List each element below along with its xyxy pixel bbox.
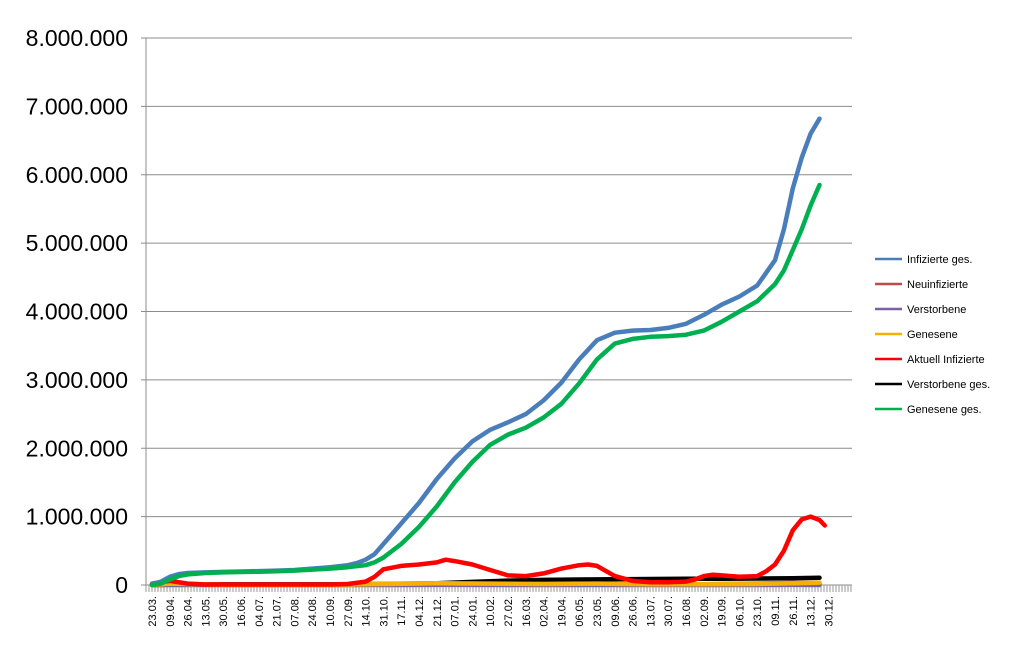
- x-tick-label: 13.07.: [645, 596, 657, 627]
- y-tick-label: 7.000.000: [26, 93, 128, 119]
- legend-label: Genesene: [907, 329, 958, 341]
- series-line-aktuell-infizierte: [149, 514, 828, 587]
- x-tick-label: 04.12.: [414, 596, 426, 627]
- x-tick-label: 21.12.: [432, 596, 444, 627]
- x-tick-label: 04.07.: [254, 596, 266, 627]
- x-tick-label: 30.05.: [218, 596, 230, 627]
- x-tick-label: 26.06.: [628, 596, 640, 627]
- x-tick-label: 26.04.: [183, 596, 195, 627]
- series-lines: [149, 116, 828, 588]
- x-tick-label: 19.04.: [556, 596, 568, 627]
- legend-item: Aktuell Infizierte: [875, 354, 985, 366]
- x-tick-label: 19.09.: [717, 596, 729, 627]
- x-tick-label: 23.05.: [592, 596, 604, 627]
- x-tick-label: 13.12.: [806, 596, 818, 627]
- x-tick-label: 10.02.: [485, 596, 497, 627]
- x-tick-label: 30.12.: [823, 596, 835, 627]
- x-axis-tick-labels: 23.03. 09.04. 26.04. 13.05. 30.05. 16.06. 04.0…: [147, 596, 835, 627]
- gridlines: [146, 37, 852, 518]
- legend-label: Aktuell Infizierte: [907, 354, 985, 366]
- legend-label: Neuinfizierte: [907, 279, 968, 291]
- x-tick-label: 02.09.: [699, 596, 711, 627]
- axes: [141, 37, 852, 592]
- y-tick-label: 2.000.000: [26, 435, 128, 461]
- x-tick-label: 23.03.: [147, 596, 159, 627]
- series-line-genesene-ges: [149, 182, 822, 588]
- x-tick-label: 16.08.: [681, 596, 693, 627]
- x-tick-label: 02.04.: [539, 596, 551, 627]
- x-tick-label: 06.10.: [734, 596, 746, 627]
- x-tick-label: 31.10.: [378, 596, 390, 627]
- legend-item: Verstorbene ges.: [875, 379, 990, 391]
- x-tick-label: 24.01.: [467, 596, 479, 627]
- y-tick-label: 3.000.000: [26, 367, 128, 393]
- y-axis-tick-labels: 0 1.000.000 2.000.000 3.000.000 4.000.000 5.0…: [26, 25, 128, 598]
- legend-label: Genesene ges.: [907, 404, 982, 416]
- x-tick-label: 27.02.: [503, 596, 515, 627]
- x-tick-label: 26.11.: [788, 596, 800, 626]
- legend-item: Genesene: [875, 329, 958, 341]
- y-tick-label: 8.000.000: [26, 25, 128, 51]
- x-tick-label: 09.06.: [610, 596, 622, 627]
- legend-item: Infizierte ges.: [875, 254, 972, 266]
- legend-label: Verstorbene ges.: [907, 379, 990, 391]
- x-tick-label: 16.06.: [236, 596, 248, 627]
- x-tick-label: 13.05.: [200, 596, 212, 627]
- legend-item: Neuinfizierte: [875, 279, 968, 291]
- x-tick-label: 06.05.: [574, 596, 586, 627]
- y-tick-label: 4.000.000: [26, 299, 128, 325]
- x-tick-label: 10.09.: [325, 596, 337, 627]
- x-tick-label: 07.08.: [289, 596, 301, 627]
- x-tick-label: 30.07.: [663, 596, 675, 627]
- x-tick-label: 17.11.: [396, 596, 408, 626]
- x-tick-label: 16.03.: [521, 596, 533, 627]
- series-line-infizierte-ges: [149, 116, 822, 587]
- x-tick-label: 24.08.: [307, 596, 319, 627]
- legend-label: Verstorbene: [907, 304, 966, 316]
- y-tick-label: 5.000.000: [26, 230, 128, 256]
- legend-item: Genesene ges.: [875, 404, 982, 416]
- x-tick-label: 09.11.: [770, 596, 782, 626]
- y-tick-label: 0: [115, 572, 128, 598]
- y-tick-label: 6.000.000: [26, 162, 128, 188]
- legend-label: Infizierte ges.: [907, 254, 972, 266]
- x-tick-label: 07.01.: [450, 596, 462, 627]
- x-tick-label: 14.10.: [361, 596, 373, 627]
- legend: Infizierte ges. Neuinfizierte Verstorbene G…: [875, 254, 990, 416]
- x-tick-label: 21.07.: [272, 596, 284, 627]
- legend-item: Verstorbene: [875, 304, 966, 316]
- x-tick-label: 27.09.: [343, 596, 355, 627]
- y-tick-label: 1.000.000: [26, 504, 128, 530]
- x-tick-label: 23.10.: [752, 596, 764, 627]
- x-tick-label: 09.04.: [165, 596, 177, 627]
